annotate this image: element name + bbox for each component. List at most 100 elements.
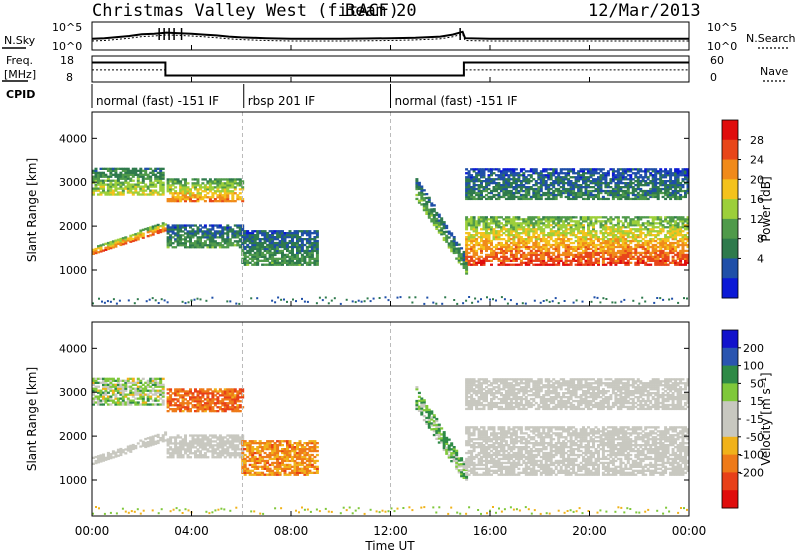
data-cell	[95, 388, 98, 390]
scatter-cell	[110, 301, 112, 303]
data-cell	[577, 220, 580, 222]
data-cell	[443, 221, 446, 223]
data-cell	[465, 168, 468, 170]
data-cell	[102, 186, 105, 188]
data-cell	[527, 242, 530, 244]
data-cell	[629, 262, 632, 264]
data-cell	[192, 228, 195, 230]
scatter-cell	[582, 301, 584, 303]
data-cell	[114, 170, 117, 172]
data-cell	[229, 238, 232, 240]
data-cell	[498, 168, 501, 170]
data-cell	[162, 182, 165, 184]
scatter-cell	[638, 303, 640, 305]
data-cell	[162, 378, 165, 380]
colorbar-tick-label: 4	[757, 252, 764, 265]
data-cell	[458, 249, 461, 251]
data-cell	[527, 192, 530, 194]
data-cell	[602, 260, 605, 262]
scatter-cell	[325, 297, 327, 299]
data-cell	[266, 260, 269, 262]
data-cell	[301, 246, 304, 248]
data-cell	[677, 192, 680, 194]
data-cell	[639, 168, 642, 170]
data-cell	[291, 250, 294, 252]
data-cell	[239, 184, 242, 186]
data-cell	[259, 250, 262, 252]
data-cell	[169, 238, 172, 240]
data-cell	[654, 168, 657, 170]
scatter-cell	[504, 298, 506, 300]
scatter-cell	[373, 298, 375, 300]
data-cell	[197, 232, 200, 234]
date-title: 12/Mar/2013	[588, 1, 701, 21]
data-cell	[639, 188, 642, 190]
scatter-cell	[468, 296, 470, 298]
data-cell	[659, 218, 662, 220]
data-cell	[119, 454, 122, 456]
data-cell	[530, 258, 533, 260]
data-cell	[662, 224, 665, 226]
scatter-cell	[662, 299, 664, 301]
scatter-cell	[411, 302, 413, 304]
data-cell	[192, 236, 195, 238]
data-cell	[672, 252, 675, 254]
data-cell	[552, 184, 555, 186]
scatter-cell	[277, 297, 279, 299]
data-cell	[132, 396, 135, 398]
data-cell	[530, 238, 533, 240]
data-cell	[428, 197, 431, 199]
data-cell	[580, 260, 583, 262]
scatter-cell	[543, 300, 545, 302]
scatter-cell	[185, 302, 187, 304]
data-cell	[490, 198, 493, 200]
data-cell	[221, 230, 224, 232]
data-cell	[149, 178, 152, 180]
scatter-cell	[489, 299, 491, 301]
data-cell	[109, 172, 112, 174]
data-cell	[117, 382, 120, 384]
data-cell	[527, 190, 530, 192]
data-cell	[483, 174, 486, 176]
data-cell	[654, 176, 657, 178]
data-cell	[483, 170, 486, 172]
data-cell	[199, 238, 202, 240]
data-cell	[281, 250, 284, 252]
data-cell	[629, 176, 632, 178]
data-cell	[271, 234, 274, 236]
freq-label: Freq.	[6, 54, 33, 67]
data-cell	[102, 188, 105, 190]
data-cell	[632, 192, 635, 194]
scatter-cell	[534, 300, 536, 302]
data-cell	[473, 216, 476, 218]
data-cell	[597, 258, 600, 260]
data-cell	[575, 250, 578, 252]
data-cell	[530, 174, 533, 176]
data-cell	[612, 250, 615, 252]
data-cell	[483, 262, 486, 264]
data-cell	[246, 244, 249, 246]
data-cell	[264, 254, 267, 256]
data-cell	[316, 242, 319, 244]
data-cell	[301, 234, 304, 236]
data-cell	[575, 182, 578, 184]
data-cell	[480, 250, 483, 252]
data-cell	[517, 252, 520, 254]
data-cell	[682, 186, 685, 188]
data-cell	[485, 220, 488, 222]
data-cell	[590, 220, 593, 222]
data-cell	[679, 198, 682, 200]
data-cell	[231, 194, 234, 196]
scatter-cell	[546, 299, 548, 301]
scatter-cell	[573, 302, 575, 304]
data-cell	[226, 196, 229, 198]
scatter-cell	[116, 303, 118, 305]
scatter-cell	[686, 298, 688, 300]
data-cell	[478, 258, 481, 260]
data-cell	[604, 216, 607, 218]
data-cell	[172, 184, 175, 186]
data-cell	[572, 168, 575, 170]
data-cell	[114, 396, 117, 398]
data-cell	[565, 258, 568, 260]
data-cell	[535, 168, 538, 170]
